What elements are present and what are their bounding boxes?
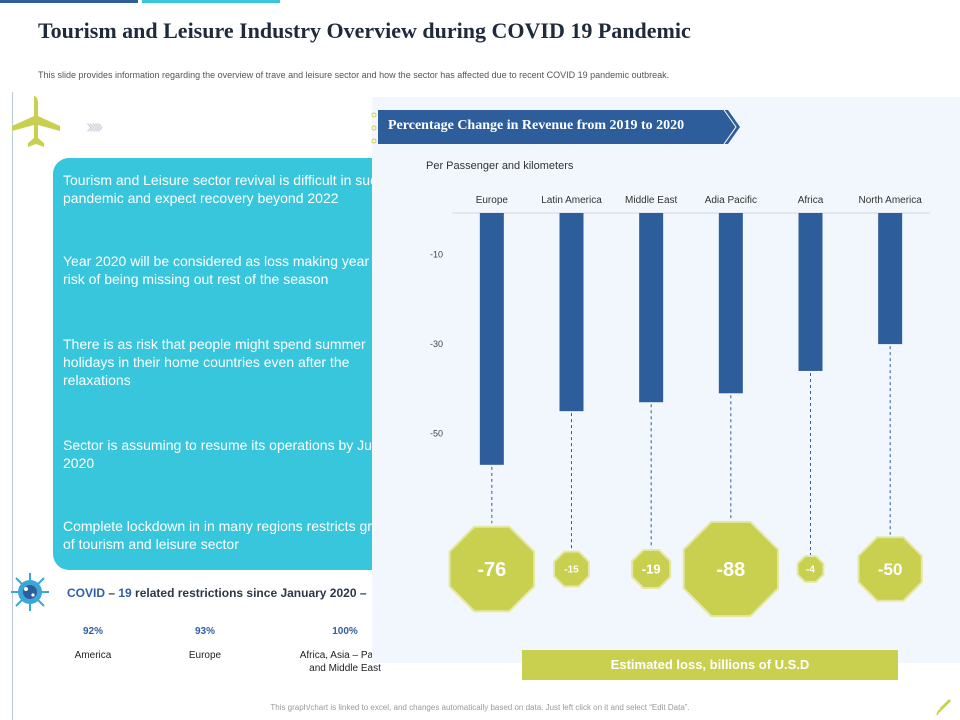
category-label: Middle East bbox=[625, 195, 677, 206]
point-text: Complete lockdown in in many regions res… bbox=[63, 518, 402, 552]
y-tick-label: -10 bbox=[430, 250, 443, 260]
loss-value: -15 bbox=[564, 565, 579, 576]
page-title: Tourism and Leisure Industry Overview du… bbox=[38, 18, 691, 43]
restrictions-heading: COVID – 19 related restrictions since Ja… bbox=[67, 586, 367, 600]
bar bbox=[718, 213, 743, 394]
restrictions-heading-num: 19 bbox=[118, 586, 132, 600]
restriction-region-line: and Middle East bbox=[309, 663, 381, 674]
category-label: North America bbox=[858, 195, 922, 206]
loss-octagon bbox=[553, 550, 590, 588]
footer-note: This graph/chart is linked to excel, and… bbox=[270, 703, 690, 712]
point-text: Year 2020 will be considered as loss mak… bbox=[63, 253, 398, 287]
airplane-icon bbox=[12, 96, 60, 147]
point-text: Sector is assuming to resume its operati… bbox=[63, 437, 383, 471]
key-points-panel bbox=[53, 158, 416, 570]
restriction-region: Europe bbox=[188, 650, 222, 661]
loss-octagon bbox=[631, 549, 672, 589]
top-accent-bar-light bbox=[142, 0, 280, 3]
y-tick-label: -50 bbox=[430, 429, 443, 439]
restriction-pct: 100% bbox=[332, 626, 358, 637]
restriction-region: Africa, Asia – Pacific and Middle East bbox=[285, 649, 405, 675]
banner-dots bbox=[371, 112, 377, 144]
loss-octagon bbox=[796, 555, 825, 583]
restriction-pct: 93% bbox=[194, 626, 215, 637]
point-text: There is as risk that people might spend… bbox=[63, 336, 366, 388]
restrictions-heading-prefix: COVID bbox=[67, 586, 106, 600]
page-subtitle: This slide provides information regardin… bbox=[38, 70, 670, 80]
pen-icon bbox=[936, 699, 951, 716]
restriction-pct: 92% bbox=[82, 626, 103, 637]
left-guide-line bbox=[12, 92, 13, 720]
point-text: Tourism and Leisure sector revival is di… bbox=[63, 172, 385, 206]
bar bbox=[878, 213, 903, 345]
bar bbox=[639, 213, 664, 403]
loss-value: -76 bbox=[477, 559, 506, 581]
estimated-loss-label: Estimated loss, billions of U.S.D bbox=[522, 650, 898, 680]
chart-subtitle: Per Passenger and kilometers bbox=[426, 160, 574, 172]
restrictions-heading-rest: related restrictions since January 2020 … bbox=[131, 586, 367, 600]
y-tick-label: -30 bbox=[430, 339, 443, 349]
restriction-region: America bbox=[74, 650, 112, 661]
restriction-region-line: Africa, Asia – Pacific bbox=[299, 650, 391, 661]
bar bbox=[479, 213, 504, 465]
loss-value: -4 bbox=[806, 565, 815, 576]
top-accent-bar-dark bbox=[0, 0, 138, 3]
bar bbox=[798, 213, 823, 371]
loss-value: -50 bbox=[878, 560, 903, 579]
loss-value: -88 bbox=[716, 559, 745, 581]
chart-title-banner bbox=[378, 110, 740, 144]
loss-octagon bbox=[682, 520, 779, 618]
loss-value: -19 bbox=[642, 562, 661, 577]
chevrons-icon: ››››› bbox=[86, 116, 103, 138]
bar bbox=[559, 213, 584, 412]
restrictions-heading-dash: – bbox=[105, 586, 119, 600]
chart-title: Percentage Change in Revenue from 2019 t… bbox=[388, 118, 685, 133]
loss-octagon bbox=[448, 525, 536, 613]
virus-icon bbox=[11, 573, 49, 611]
category-label: Africa bbox=[798, 195, 824, 206]
category-label: Latin America bbox=[541, 195, 602, 206]
loss-octagon bbox=[857, 536, 923, 602]
category-label: Europe bbox=[476, 195, 509, 206]
category-label: Adia Pacific bbox=[705, 195, 757, 206]
